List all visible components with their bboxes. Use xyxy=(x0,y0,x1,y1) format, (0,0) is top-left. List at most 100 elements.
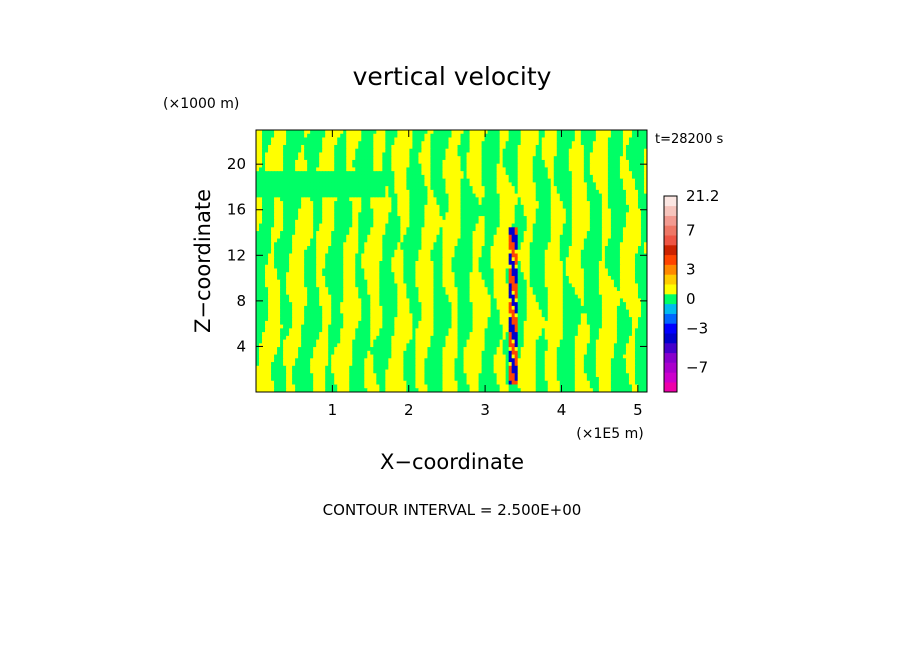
field-cell xyxy=(436,167,441,172)
field-cell xyxy=(427,261,432,266)
field-cell xyxy=(514,197,519,202)
field-cell xyxy=(493,204,498,210)
field-cell xyxy=(640,193,645,198)
field-cell xyxy=(304,186,308,191)
field-cell xyxy=(424,182,429,187)
field-cell xyxy=(559,201,564,206)
field-cell xyxy=(574,182,579,187)
field-cell xyxy=(364,137,368,142)
field-cell xyxy=(583,219,588,225)
field-cell xyxy=(328,234,332,240)
field-cell xyxy=(610,197,615,202)
field-cell xyxy=(295,167,299,172)
field-cell xyxy=(322,264,326,270)
field-cell xyxy=(385,171,389,176)
field-cell xyxy=(418,268,423,273)
field-cell xyxy=(316,167,320,172)
field-cell xyxy=(421,130,426,135)
field-cell xyxy=(448,223,453,228)
field-cell xyxy=(439,130,444,135)
field-cell xyxy=(316,234,320,240)
field-cell xyxy=(568,163,573,169)
field-cell xyxy=(475,152,480,157)
field-cell xyxy=(634,201,639,206)
field-cell xyxy=(508,231,513,236)
field-cell xyxy=(304,159,308,165)
field-cell xyxy=(580,144,585,150)
field-cell xyxy=(562,253,567,258)
field-cell xyxy=(436,189,441,195)
field-cell xyxy=(319,227,323,232)
field-cell xyxy=(463,182,468,187)
field-cell xyxy=(274,201,278,206)
field-cell xyxy=(451,152,456,157)
field-cell xyxy=(403,216,407,221)
field-cell xyxy=(484,182,489,187)
field-cell xyxy=(355,257,359,262)
field-cell xyxy=(265,144,269,150)
field-cell xyxy=(415,171,420,176)
field-cell xyxy=(310,178,314,183)
field-cell xyxy=(526,163,531,169)
field-cell xyxy=(592,189,597,195)
field-cell xyxy=(643,163,647,169)
field-cell xyxy=(316,219,320,225)
field-cell xyxy=(388,148,392,154)
field-cell xyxy=(424,201,429,206)
field-cell xyxy=(583,189,588,195)
field-cell xyxy=(490,171,495,176)
field-cell xyxy=(607,234,612,240)
field-cell xyxy=(412,152,417,157)
field-cell xyxy=(325,246,329,251)
field-cell xyxy=(544,249,549,255)
field-cell xyxy=(451,174,456,180)
field-cell xyxy=(451,227,456,232)
field-cell xyxy=(583,174,588,180)
field-cell xyxy=(436,144,441,150)
field-cell xyxy=(388,174,392,180)
field-cell xyxy=(589,171,594,176)
field-cell xyxy=(451,133,456,139)
field-cell xyxy=(454,148,459,154)
field-cell xyxy=(535,156,540,161)
field-cell xyxy=(367,193,371,198)
field-cell xyxy=(613,178,618,183)
field-cell xyxy=(622,261,627,266)
field-cell xyxy=(445,201,450,206)
field-cell xyxy=(535,148,540,154)
field-cell xyxy=(535,242,540,247)
field-cell xyxy=(622,268,627,273)
field-cell xyxy=(607,148,612,154)
field-cell xyxy=(628,163,633,169)
field-cell xyxy=(550,257,555,262)
field-cell xyxy=(436,182,441,187)
field-cell xyxy=(418,246,423,251)
field-cell xyxy=(325,178,329,183)
field-cell xyxy=(349,227,353,232)
field-cell xyxy=(340,234,344,240)
field-cell xyxy=(589,197,594,202)
field-cell xyxy=(409,137,413,142)
field-cell xyxy=(580,223,585,228)
field-cell xyxy=(559,171,564,176)
field-cell xyxy=(577,189,582,195)
field-cell xyxy=(409,174,413,180)
field-cell xyxy=(346,249,350,255)
field-cell xyxy=(289,189,293,195)
field-cell xyxy=(448,208,453,213)
field-cell xyxy=(469,216,474,221)
field-cell xyxy=(334,261,338,266)
field-cell xyxy=(277,156,281,161)
field-cell xyxy=(607,212,612,217)
field-cell xyxy=(511,182,516,187)
field-cell xyxy=(451,212,456,217)
field-cell xyxy=(448,141,453,146)
field-cell xyxy=(607,137,612,142)
field-cell xyxy=(397,246,401,251)
field-cell xyxy=(301,249,305,255)
field-cell xyxy=(544,174,549,180)
field-cell xyxy=(385,201,389,206)
field-cell xyxy=(424,246,429,251)
field-cell xyxy=(307,186,311,191)
field-cell xyxy=(547,219,552,225)
